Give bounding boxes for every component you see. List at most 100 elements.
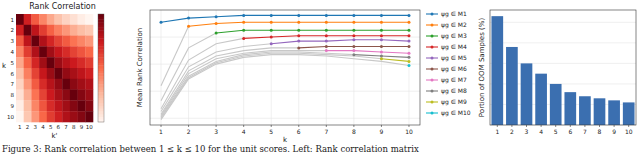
plot-area [150, 10, 420, 125]
cell [16, 14, 24, 25]
x-tick-label: 1 [495, 128, 499, 135]
point [407, 56, 410, 59]
colorbar-step [98, 100, 104, 103]
cell [24, 14, 32, 25]
colorbar-step [98, 52, 104, 55]
colorbar-step [98, 84, 104, 87]
grid-line [271, 10, 272, 125]
cell [85, 79, 93, 90]
y-label: k [2, 62, 7, 70]
cell [55, 100, 63, 111]
cell [85, 36, 93, 47]
bar [521, 63, 533, 125]
point [380, 45, 383, 48]
x-tick-label: 4 [242, 128, 246, 135]
legend-label: ψg ∈ M7 [441, 76, 467, 84]
legend-label: ψg ∈ M3 [441, 32, 467, 40]
legend-swatch [426, 57, 438, 58]
point [352, 38, 355, 41]
x-tick-label: 3 [34, 124, 38, 130]
x-tick-label: 6 [57, 124, 61, 130]
cell [16, 111, 24, 122]
colorbar-step [98, 90, 104, 93]
cell [16, 90, 24, 101]
cell [24, 46, 32, 57]
cell [55, 111, 63, 122]
cell [70, 68, 78, 79]
cell [78, 36, 86, 47]
legend-swatch [426, 68, 438, 69]
point [270, 42, 273, 45]
cell [70, 79, 78, 90]
series-line [354, 55, 409, 58]
point [297, 46, 300, 49]
x-tick-label: 9 [80, 124, 84, 130]
grid-line [326, 10, 327, 125]
x-tick-label: 8 [352, 128, 356, 135]
point [160, 21, 163, 24]
gray-line [161, 53, 381, 118]
colorbar-step [98, 33, 104, 36]
grid-line [490, 22, 636, 23]
point [297, 29, 300, 32]
colorbar-step [98, 95, 104, 98]
point [352, 45, 355, 48]
legend-label: ψg ∈ M8 [441, 87, 467, 95]
y-label: Mean Rank Correlation [136, 28, 144, 108]
point [380, 38, 383, 41]
colorbar-step [98, 92, 104, 95]
bar [550, 84, 562, 125]
x-tick-label: 4 [539, 128, 543, 135]
grid-line [381, 10, 382, 125]
point [297, 40, 300, 43]
legend-marker [431, 112, 434, 115]
cell [47, 79, 55, 90]
point [325, 45, 328, 48]
bar [506, 47, 518, 125]
cell [47, 68, 55, 79]
point [242, 37, 245, 40]
cell [62, 46, 70, 57]
point [325, 14, 328, 17]
cell [31, 111, 39, 122]
cell [85, 100, 93, 111]
x-tick-label: 5 [554, 128, 558, 135]
y-tick-label: 8 [11, 92, 15, 98]
point [325, 21, 328, 24]
point [270, 21, 273, 24]
cell [85, 68, 93, 79]
point [270, 14, 273, 17]
point [407, 64, 410, 67]
y-tick-label: 3 [11, 38, 15, 44]
point [352, 14, 355, 17]
colorbar-step [98, 73, 104, 76]
legend-marker [431, 35, 434, 38]
cell [31, 100, 39, 111]
colorbar-step [98, 82, 104, 85]
y-tick-label: 9 [11, 103, 15, 109]
legend-swatch [426, 79, 438, 80]
x-tick-label: 5 [269, 128, 273, 135]
point [270, 36, 273, 39]
colorbar-step [98, 30, 104, 33]
cell [78, 100, 86, 111]
cell [47, 90, 55, 101]
point [242, 29, 245, 32]
legend-label: ψg ∈ M1 [441, 10, 467, 18]
legend-marker [431, 101, 434, 104]
x-tick-label: 10 [405, 128, 413, 135]
cell [39, 111, 47, 122]
point [297, 21, 300, 24]
cell [31, 68, 39, 79]
colorbar-step [98, 79, 104, 82]
colorbar-step [98, 114, 104, 117]
frame [490, 10, 636, 125]
cell [31, 36, 39, 47]
cell [55, 90, 63, 101]
colorbar-step [98, 106, 104, 109]
cell [31, 46, 39, 57]
point [380, 14, 383, 17]
x-tick-label: 1 [159, 128, 163, 135]
grid-line [150, 91, 420, 92]
point [407, 60, 410, 63]
